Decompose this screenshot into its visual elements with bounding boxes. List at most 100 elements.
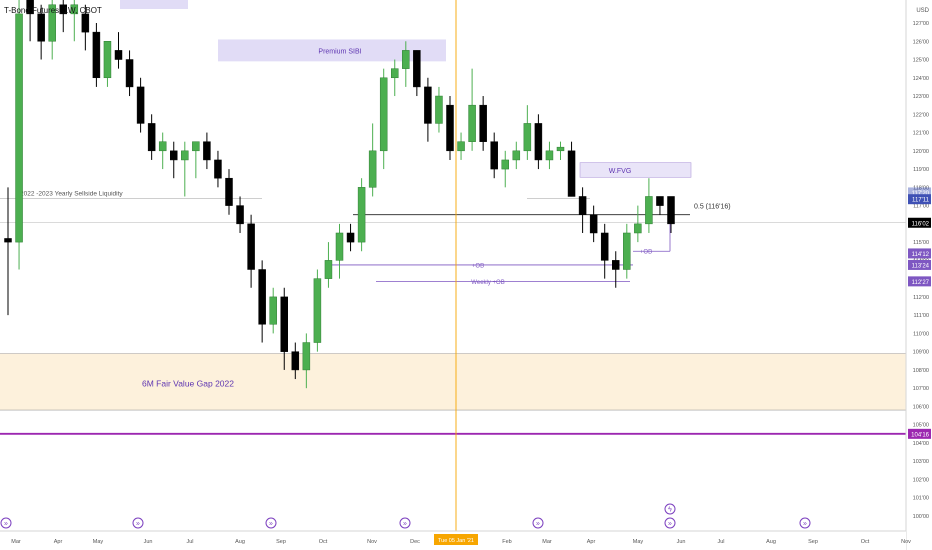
event-marker[interactable]: » bbox=[664, 517, 676, 529]
candle-body bbox=[114, 50, 123, 60]
candle-body bbox=[26, 0, 34, 15]
price-tick-label: 119'00 bbox=[913, 167, 929, 173]
event-marker-icon[interactable] bbox=[265, 517, 277, 529]
event-marker-glyph: » bbox=[668, 521, 672, 528]
candle-body bbox=[413, 50, 421, 88]
price-badge-1-bg bbox=[908, 194, 931, 205]
price-tick-label: 125'00 bbox=[913, 58, 929, 64]
event-marker-icon[interactable] bbox=[664, 517, 676, 529]
time-label: Jun bbox=[144, 539, 153, 545]
ob-label: +OB bbox=[472, 263, 484, 269]
price-badge-4-text: 112'27 bbox=[912, 280, 930, 286]
price-scale[interactable]: USD 127'00 126'00 125'00 124'00 123'00 122'00 1… bbox=[905, 0, 932, 550]
premium-sibi-zone bbox=[218, 39, 446, 62]
candle-body bbox=[501, 159, 509, 170]
candle-body bbox=[667, 196, 675, 225]
candle-body bbox=[258, 269, 266, 325]
event-marker-glyph: » bbox=[269, 521, 273, 528]
candle-body bbox=[556, 146, 565, 152]
candle-body bbox=[125, 59, 134, 88]
price-scale-background[interactable] bbox=[906, 0, 932, 550]
event-marker[interactable]: » bbox=[399, 517, 411, 529]
time-label: May bbox=[93, 539, 104, 545]
price-tick-label: 124'00 bbox=[913, 76, 929, 82]
time-axis[interactable]: Mar Apr May Jun Jul Aug Sep Oct Nov Dec Feb Mar Apr M… bbox=[0, 530, 911, 550]
event-marker[interactable]: » bbox=[265, 517, 277, 529]
candle-body bbox=[103, 41, 112, 79]
price-badge-2: 114'12 bbox=[908, 248, 931, 259]
weekly-fvg-label: W.FVG bbox=[609, 168, 632, 175]
time-label: May bbox=[633, 539, 644, 545]
event-marker-glyph: » bbox=[403, 521, 407, 528]
event-marker-icon[interactable] bbox=[532, 517, 544, 529]
event-marker[interactable]: » bbox=[532, 517, 544, 529]
key-level-badge-text: 104'16 bbox=[911, 432, 929, 438]
candle-body bbox=[567, 150, 576, 197]
time-label: Sep bbox=[276, 539, 286, 545]
current-price-badge-bg bbox=[908, 217, 931, 228]
event-marker-glyph: » bbox=[536, 521, 540, 528]
event-marker-glyph: » bbox=[4, 521, 8, 528]
lightning-marker[interactable]: ϟ bbox=[664, 503, 676, 515]
candle-body bbox=[600, 232, 609, 261]
time-label: Aug bbox=[235, 539, 245, 545]
time-label: Sep bbox=[808, 539, 818, 545]
price-tick-label: 101'00 bbox=[913, 496, 929, 502]
candle-body bbox=[192, 141, 200, 152]
event-marker-icon[interactable] bbox=[0, 517, 12, 529]
price-tick-label: 104'00 bbox=[913, 441, 929, 447]
yearly-liquidity-label: 2022 -2023 Yearly Sellside Liquidity bbox=[20, 190, 123, 197]
price-tick-label: 111'00 bbox=[913, 313, 929, 319]
price-tick-label: 109'00 bbox=[913, 350, 929, 356]
symbol-title: T-Bond Futures, 1W, CBOT bbox=[4, 6, 102, 15]
candle-body bbox=[170, 150, 178, 161]
event-marker[interactable]: » bbox=[132, 517, 144, 529]
price-badge-1: 117'11 bbox=[908, 194, 931, 205]
candle-body bbox=[302, 342, 311, 371]
event-marker-glyph: » bbox=[803, 521, 807, 528]
price-tick-label: 122'00 bbox=[913, 112, 929, 118]
price-tick-label: 120'00 bbox=[913, 149, 929, 155]
candle-body bbox=[37, 13, 45, 42]
price-tick-label: 117'00 bbox=[913, 204, 929, 210]
price-badge-faint: 117'20 bbox=[908, 187, 931, 198]
time-label: Oct bbox=[861, 539, 870, 545]
candle-body bbox=[402, 50, 410, 69]
candle-body bbox=[479, 104, 487, 142]
candle-body bbox=[158, 141, 167, 152]
event-marker[interactable]: » bbox=[799, 517, 811, 529]
event-marker-icon[interactable] bbox=[399, 517, 411, 529]
candle-body bbox=[92, 31, 101, 79]
candle-body bbox=[48, 4, 56, 42]
time-label: Feb bbox=[502, 539, 511, 545]
candle-body bbox=[589, 214, 598, 234]
currency-label: USD bbox=[916, 8, 929, 14]
event-marker-icon[interactable] bbox=[132, 517, 144, 529]
price-badge-3-bg bbox=[908, 259, 931, 270]
lightning-icon[interactable] bbox=[664, 503, 676, 515]
price-tick-label: 105'00 bbox=[913, 423, 929, 429]
event-marker-icon[interactable] bbox=[799, 517, 811, 529]
price-badge-2-text: 114'12 bbox=[912, 252, 930, 258]
price-tick-label: 107'00 bbox=[913, 386, 929, 392]
candle-body bbox=[269, 296, 277, 325]
candle-body bbox=[357, 187, 366, 243]
price-badge-faint-text: 117'20 bbox=[912, 191, 930, 197]
candle-body bbox=[70, 4, 79, 15]
candle-body bbox=[15, 13, 23, 243]
candle-body bbox=[446, 104, 454, 152]
candle-body bbox=[203, 141, 211, 161]
candle-body bbox=[181, 150, 189, 161]
crosshair-date-bg bbox=[434, 534, 478, 545]
time-label: Oct bbox=[319, 539, 328, 545]
candle-body bbox=[247, 223, 255, 270]
candle-body bbox=[225, 177, 233, 206]
time-label: Dec bbox=[410, 539, 420, 545]
weekly-ob-label: Weekly +OB bbox=[471, 280, 504, 286]
price-badge-3: 113'24 bbox=[908, 259, 931, 270]
price-badge-4: 112'27 bbox=[908, 276, 931, 287]
event-marker[interactable]: » bbox=[0, 517, 12, 529]
candle-body bbox=[612, 260, 620, 270]
